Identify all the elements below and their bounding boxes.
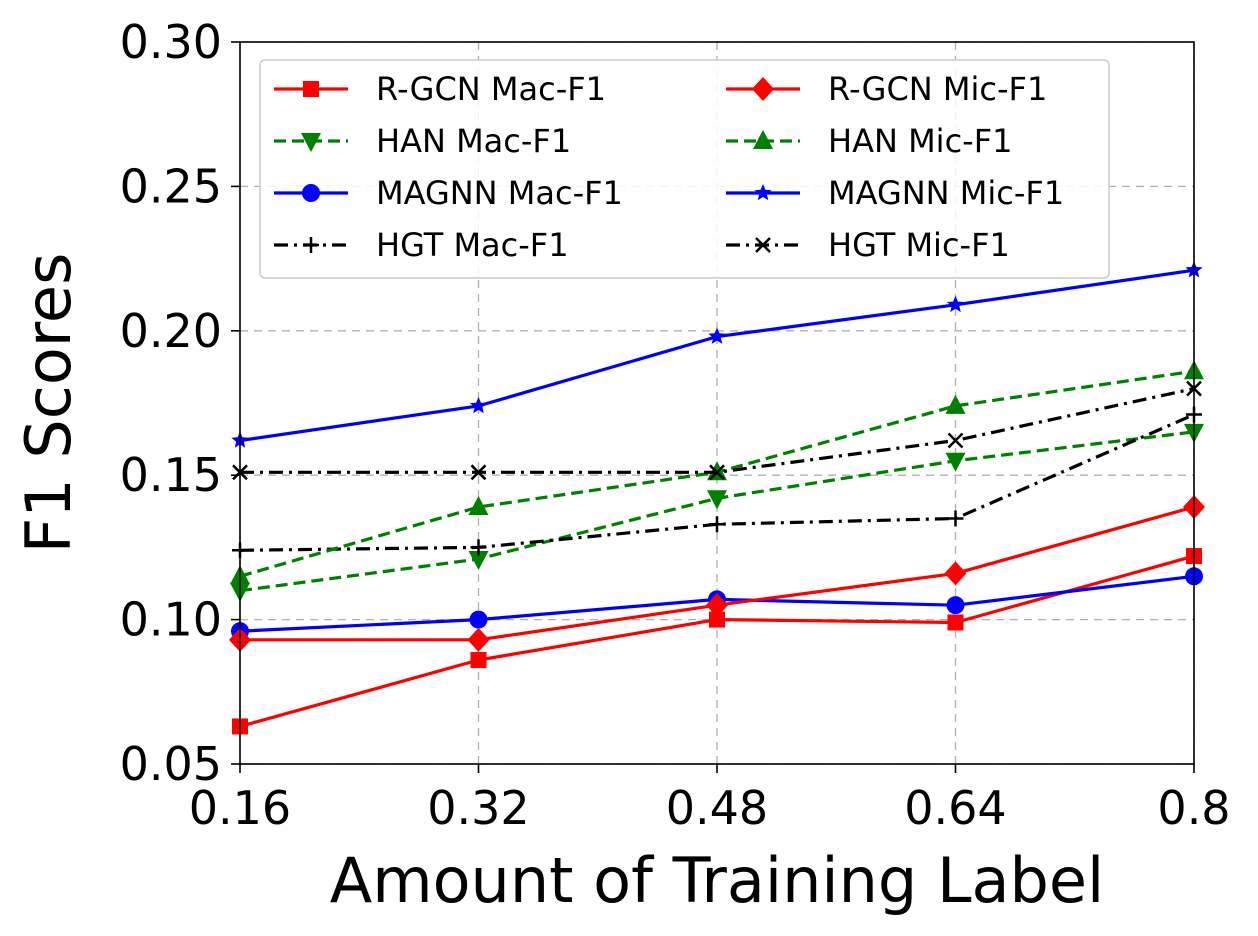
data-point-magnn-mic-f1 bbox=[708, 327, 726, 344]
legend-frame bbox=[259, 59, 1110, 279]
data-point-magnn-mic-f1 bbox=[469, 396, 488, 414]
legend-entry-han-mac-f1: HAN Mac-F1 bbox=[274, 122, 571, 160]
data-point-r-gcn-mac-f1 bbox=[709, 611, 725, 628]
x-tick-label: 0.8 bbox=[1157, 781, 1230, 835]
y-tick-label: 0.25 bbox=[120, 159, 222, 213]
data-point-r-gcn-mac-f1 bbox=[470, 652, 487, 669]
data-point-hgt-mic-f1 bbox=[709, 464, 725, 481]
legend-label: HGT Mac-F1 bbox=[376, 226, 569, 264]
series-line-hgt-mac-f1 bbox=[239, 413, 1195, 552]
legend-label: R-GCN Mac-F1 bbox=[376, 70, 606, 108]
legend-entry-magnn-mic-f1: MAGNN Mic-F1 bbox=[726, 174, 1064, 212]
y-axis-label: F1 Scores bbox=[12, 253, 85, 554]
y-tick-label: 0.10 bbox=[120, 593, 222, 647]
data-point-han-mac-f1 bbox=[707, 490, 727, 510]
legend-marker bbox=[752, 77, 774, 101]
x-axis-label: Amount of Training Label bbox=[330, 844, 1104, 917]
legend-label: HAN Mic-F1 bbox=[828, 122, 1012, 160]
data-point-r-gcn-mac-f1 bbox=[947, 614, 964, 631]
data-point-han-mic-f1 bbox=[468, 495, 489, 515]
y-tick-label: 0.30 bbox=[120, 15, 222, 69]
data-point-magnn-mac-f1 bbox=[946, 596, 965, 615]
legend-marker bbox=[753, 130, 773, 149]
data-point-r-gcn-mic-f1 bbox=[467, 627, 490, 652]
data-point-han-mac-f1 bbox=[468, 550, 489, 570]
legend-label: MAGNN Mic-F1 bbox=[828, 174, 1064, 212]
x-tick-label: 0.16 bbox=[189, 781, 291, 835]
legend-entry-hgt-mic-f1: HGT Mic-F1 bbox=[726, 226, 1010, 264]
legend-label: R-GCN Mic-F1 bbox=[828, 70, 1047, 108]
y-axis: 0.05 0.10 0.15 0.20 0.25 0.30 bbox=[120, 15, 240, 791]
legend-label: HGT Mic-F1 bbox=[828, 226, 1010, 264]
data-point-hgt-mac-f1 bbox=[470, 539, 487, 556]
legend: R-GCN Mac-F1 HAN Mac-F1 MAGNN Mac-F1 HGT Ma… bbox=[259, 59, 1110, 279]
data-point-hgt-mac-f1 bbox=[947, 510, 964, 527]
data-point-han-mic-f1 bbox=[945, 394, 966, 414]
data-point-magnn-mac-f1 bbox=[469, 610, 488, 629]
legend-marker bbox=[302, 184, 320, 202]
x-tick-label: 0.64 bbox=[904, 781, 1006, 835]
legend-entry-magnn-mac-f1: MAGNN Mac-F1 bbox=[274, 174, 623, 212]
x-tick-label: 0.48 bbox=[666, 781, 768, 835]
legend-marker bbox=[303, 237, 319, 253]
series-r-gcn-mic-f1 bbox=[229, 494, 1205, 652]
series-layer bbox=[229, 261, 1205, 735]
data-point-hgt-mic-f1 bbox=[947, 432, 964, 449]
legend-entry-hgt-mac-f1: HGT Mac-F1 bbox=[274, 226, 569, 264]
x-axis: 0.16 0.32 0.48 0.64 0.8 bbox=[189, 764, 1231, 835]
data-point-hgt-mic-f1 bbox=[470, 464, 487, 481]
data-point-r-gcn-mic-f1 bbox=[706, 593, 728, 618]
y-tick-label: 0.20 bbox=[120, 304, 222, 358]
legend-marker bbox=[754, 184, 772, 201]
y-tick-label: 0.05 bbox=[120, 737, 222, 791]
data-point-r-gcn-mic-f1 bbox=[944, 561, 967, 586]
legend-entry-r-gcn-mic-f1: R-GCN Mic-F1 bbox=[726, 70, 1047, 108]
legend-marker bbox=[303, 81, 319, 97]
legend-label: HAN Mac-F1 bbox=[376, 122, 571, 160]
data-point-hgt-mac-f1 bbox=[709, 516, 725, 533]
series-line-hgt-mic-f1 bbox=[240, 387, 1195, 474]
legend-label: MAGNN Mac-F1 bbox=[376, 174, 623, 212]
y-tick-label: 0.15 bbox=[120, 448, 222, 502]
data-point-han-mac-f1 bbox=[945, 452, 966, 472]
data-point-magnn-mic-f1 bbox=[946, 295, 965, 313]
x-tick-label: 0.32 bbox=[427, 781, 529, 835]
legend-entry-r-gcn-mac-f1: R-GCN Mac-F1 bbox=[274, 70, 606, 108]
legend-marker bbox=[301, 133, 321, 152]
legend-entry-han-mic-f1: HAN Mic-F1 bbox=[726, 122, 1012, 160]
legend-marker bbox=[755, 237, 771, 253]
